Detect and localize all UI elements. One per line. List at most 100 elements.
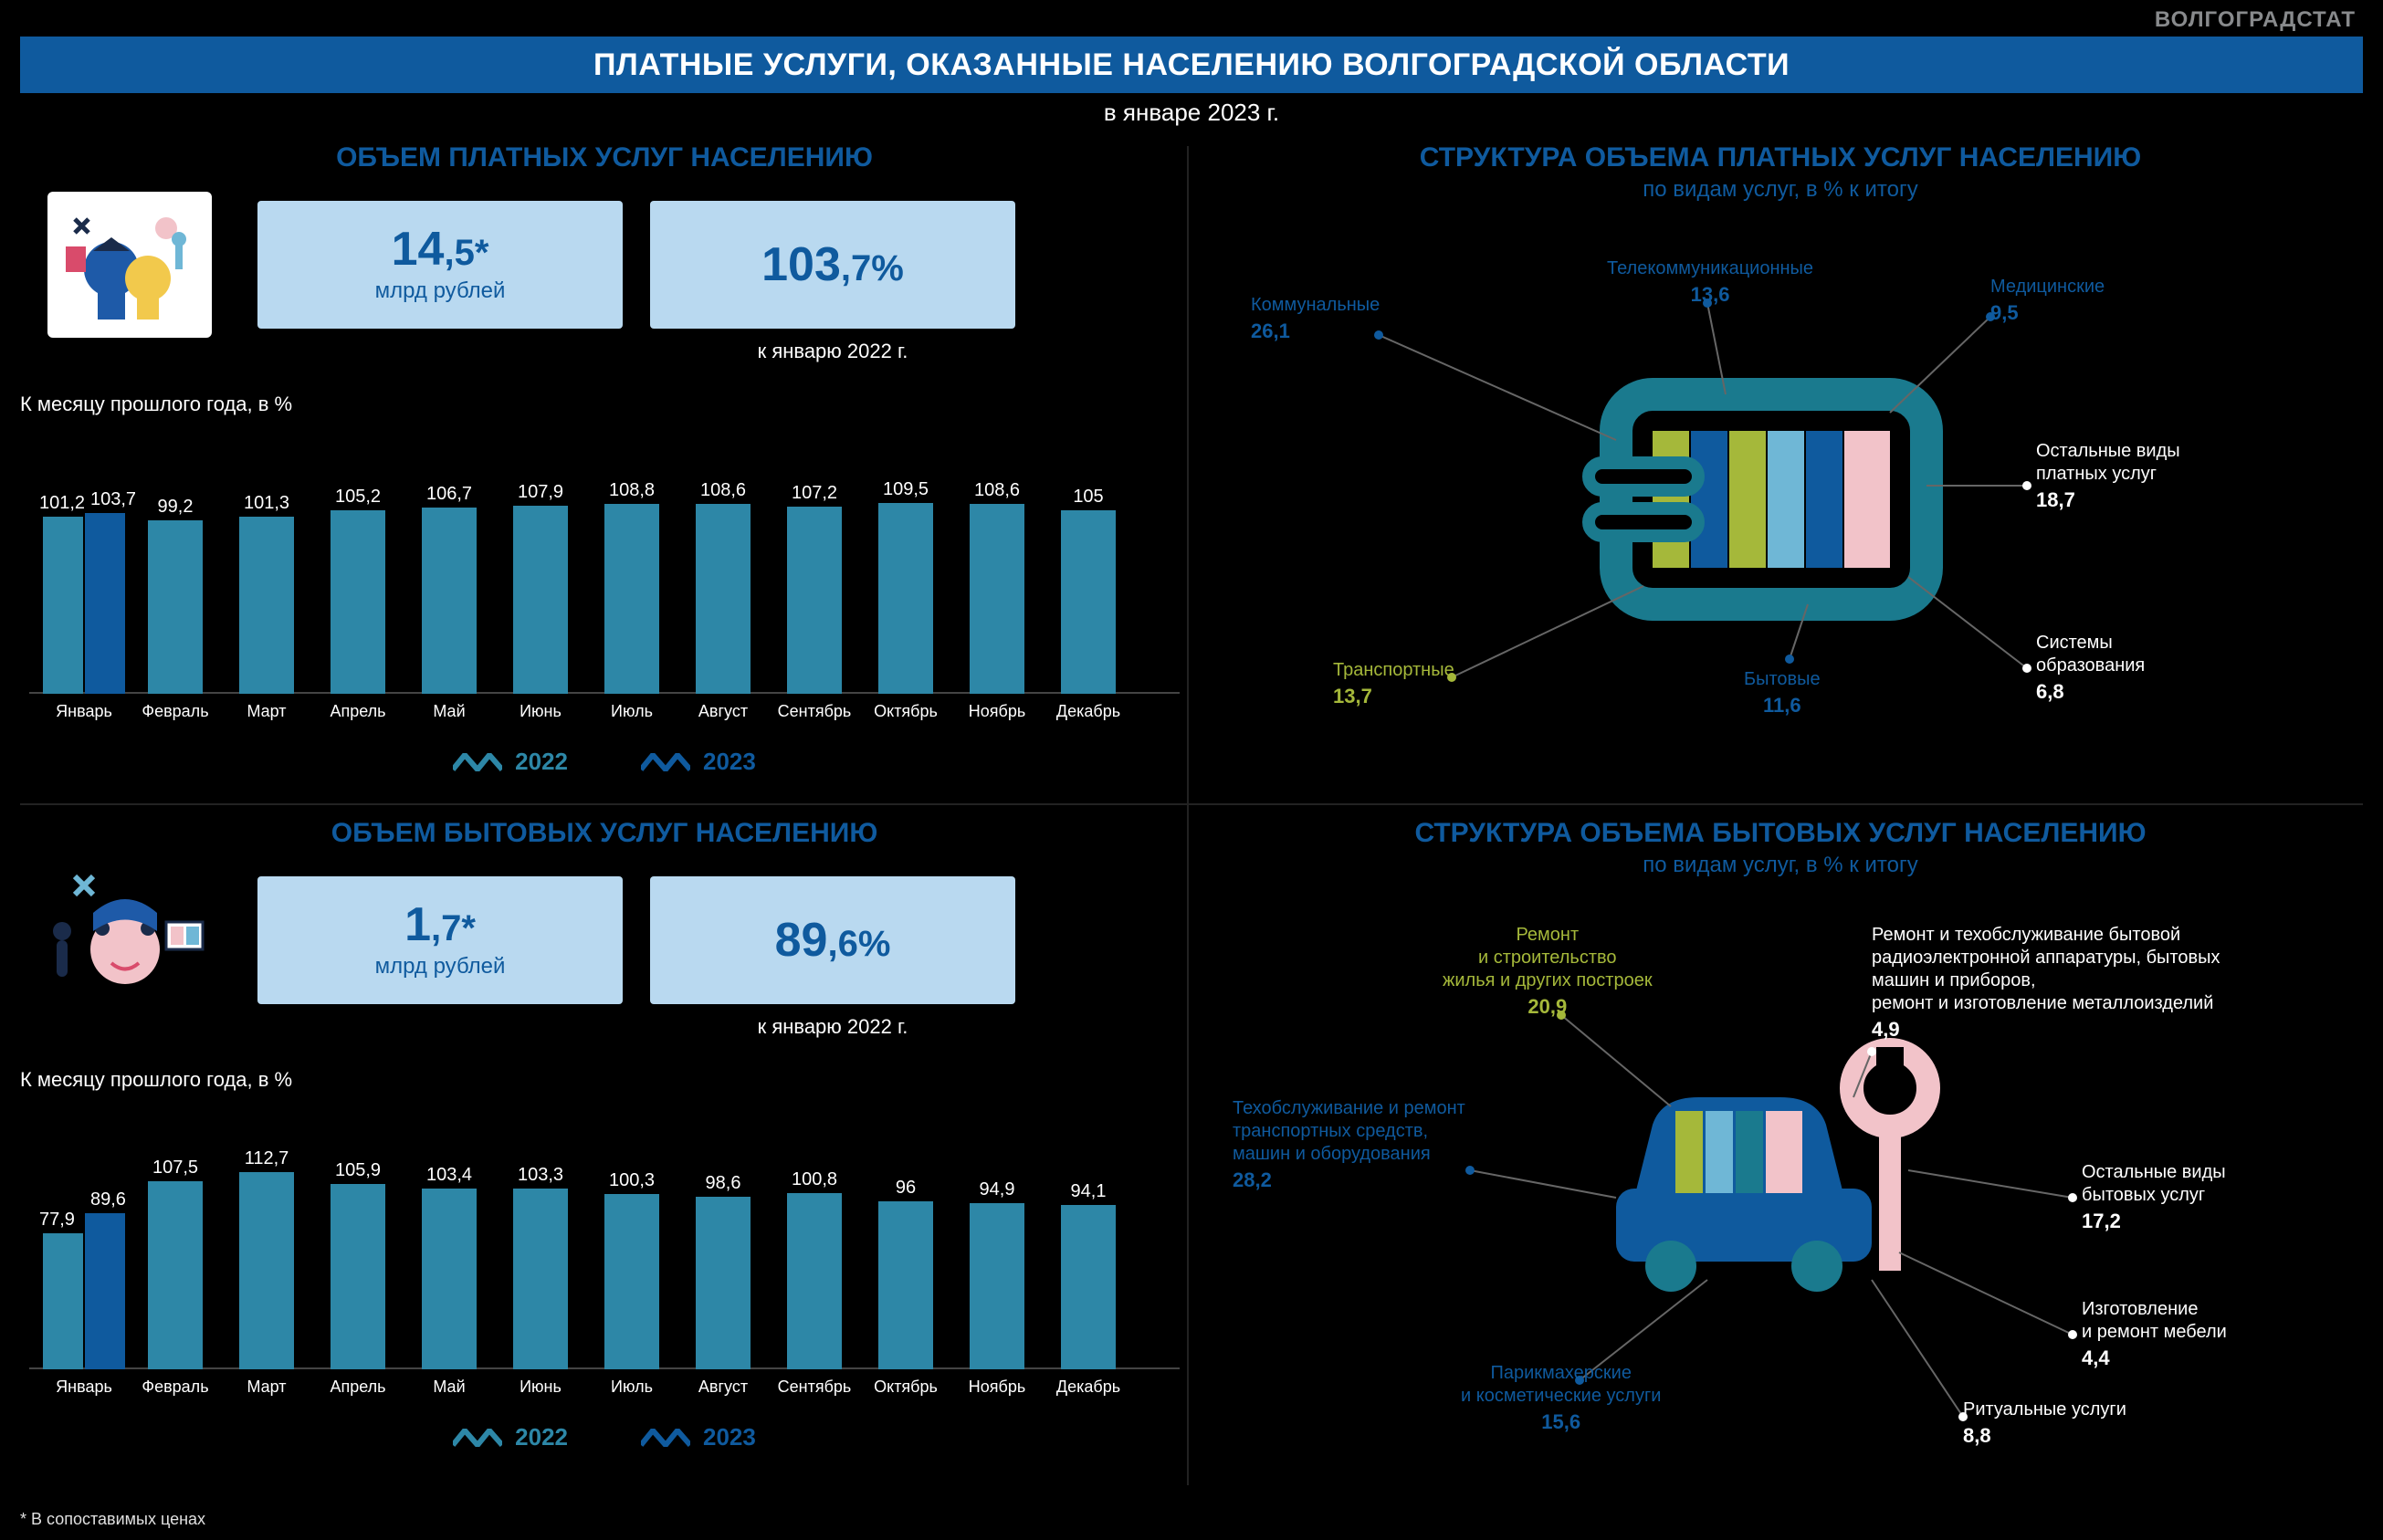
month-label: Август (677, 1378, 769, 1397)
month-label: Февраль (130, 702, 221, 721)
month-label: Январь (38, 702, 130, 721)
q4-subtitle: по видам услуг, в % к итогу (1196, 853, 2365, 878)
month-label: Январь (38, 1378, 130, 1397)
bar-group: 101,2103,7 (38, 513, 130, 694)
q4-pie: Ремонти строительствожилья и других пост… (1196, 887, 2365, 1472)
month-label: Октябрь (860, 1378, 951, 1397)
bar-group: 107,2 (769, 507, 860, 694)
month-label: Ноябрь (951, 1378, 1043, 1397)
q1-kpi1-main: 14 (392, 223, 445, 276)
bar-group: 107,9 (495, 506, 586, 694)
legend-2023-label: 2023 (703, 1423, 756, 1451)
segment-label: Бытовые11,6 (1744, 668, 1821, 718)
segment-label: Коммунальные26,1 (1251, 294, 1380, 344)
month-label: Март (221, 702, 312, 721)
source-label: ВОЛГОГРАДСТАТ (2155, 7, 2356, 33)
q1-kpi1-dec: ,5* (444, 233, 488, 273)
month-label: Ноябрь (951, 702, 1043, 721)
q3-kpi-pct: 89,6% к январю 2022 г. (650, 876, 1015, 1004)
month-label: Октябрь (860, 702, 951, 721)
month-label: Апрель (312, 702, 404, 721)
month-label: Февраль (130, 1378, 221, 1397)
q2-subtitle: по видам услуг, в % к итогу (1196, 177, 2365, 203)
q1-title: ОБЪЕМ ПЛАТНЫХ УСЛУГ НАСЕЛЕНИЮ (20, 142, 1189, 173)
bar-group: 94,9 (951, 1203, 1043, 1369)
q3-title: ОБЪЕМ БЫТОВЫХ УСЛУГ НАСЕЛЕНИЮ (20, 818, 1189, 849)
legend-2022: 2022 (453, 1423, 568, 1451)
bar-group: 107,5 (130, 1181, 221, 1369)
bar-group: 105,9 (312, 1184, 404, 1369)
q1-kpi2-main: 103 (761, 238, 841, 291)
q3-kpi2-dec: ,6% (827, 924, 890, 964)
q3-kpi1-main: 1 (404, 898, 431, 951)
services-icon (47, 192, 212, 338)
bar-group: 106,7 (404, 508, 495, 694)
legend-2023: 2023 (641, 1423, 756, 1451)
segment-label: Системыобразования6,8 (2036, 632, 2145, 705)
month-label: Сентябрь (769, 1378, 860, 1397)
bar-group: 94,1 (1043, 1205, 1134, 1369)
bar-group: 103,4 (404, 1189, 495, 1369)
month-label: Июль (586, 1378, 677, 1397)
q3-kpi1-dec: ,7* (431, 908, 476, 948)
month-label: Май (404, 1378, 495, 1397)
quadrant-household-volume: ОБЪЕМ БЫТОВЫХ УСЛУГ НАСЕЛЕНИЮ 1,7* млрд … (20, 812, 1189, 1470)
q3-kpi2-main: 89 (775, 914, 828, 967)
q1-kpi-value: 14,5* млрд рублей (257, 201, 623, 329)
segment-label: Изготовлениеи ремонт мебели4,4 (2082, 1298, 2227, 1371)
segment-label: Остальные видыбытовых услуг17,2 (2082, 1161, 2226, 1234)
segment-label: Ремонт и техобслуживание бытовойрадиоэле… (1872, 924, 2220, 1042)
bar-group: 77,989,6 (38, 1213, 130, 1369)
household-icon (47, 867, 212, 1013)
segment-label: Техобслуживание и ремонттранспортных сре… (1233, 1097, 1465, 1193)
segment-label: Телекоммуникационные13,6 (1607, 257, 1813, 308)
q3-kpi2-note: к январю 2022 г. (650, 1015, 1015, 1039)
month-label: Декабрь (1043, 702, 1134, 721)
month-label: Сентябрь (769, 702, 860, 721)
bar-group: 101,3 (221, 517, 312, 694)
segment-label: Парикмахерскиеи косметические услуги15,6 (1461, 1362, 1661, 1435)
month-label: Июнь (495, 1378, 586, 1397)
q1-kpi1-sub: млрд рублей (375, 278, 506, 304)
q2-pie: Коммунальные26,1 Телекоммуникационные13,6… (1196, 212, 2365, 796)
q1-axis-label: К месяцу прошлого года, в % (20, 393, 292, 416)
bar-group: 108,6 (677, 504, 769, 694)
footnote: * В сопоставимых ценах (20, 1510, 205, 1529)
q3-bar-chart: 77,989,6 Январь107,5 Февраль112,7 Март105,9… (29, 1141, 1180, 1397)
month-label: Март (221, 1378, 312, 1397)
month-label: Июнь (495, 702, 586, 721)
q3-kpi1-sub: млрд рублей (375, 954, 506, 980)
month-label: Май (404, 702, 495, 721)
q1-kpi2-dec: ,7% (841, 248, 904, 288)
q1-kpi2-note: к январю 2022 г. (650, 340, 1015, 363)
month-label: Июль (586, 702, 677, 721)
segment-label: Ремонти строительствожилья и других пост… (1443, 924, 1653, 1020)
bar-group: 103,3 (495, 1189, 586, 1369)
quadrant-paid-volume: ОБЪЕМ ПЛАТНЫХ УСЛУГ НАСЕЛЕНИЮ 14,5* млрд… (20, 137, 1189, 794)
title-bar: ПЛАТНЫЕ УСЛУГИ, ОКАЗАННЫЕ НАСЕЛЕНИЮ ВОЛГ… (20, 37, 2363, 93)
month-label: Апрель (312, 1378, 404, 1397)
legend-2022: 2022 (453, 748, 568, 776)
bar-group: 112,7 (221, 1172, 312, 1369)
divider-horizontal (20, 803, 2363, 805)
bar-group: 100,8 (769, 1193, 860, 1369)
month-label: Август (677, 702, 769, 721)
bar-group: 108,8 (586, 504, 677, 694)
bar-group: 105,2 (312, 510, 404, 694)
segment-label: Остальные видыплатных услуг18,7 (2036, 440, 2180, 513)
q1-legend: 2022 2023 (20, 748, 1189, 776)
legend-2022-label: 2022 (515, 1423, 568, 1451)
legend-2022-label: 2022 (515, 748, 568, 776)
bar-group: 99,2 (130, 520, 221, 694)
bar-group: 105 (1043, 510, 1134, 694)
page-subtitle: в январе 2023 г. (0, 99, 2383, 127)
quadrant-paid-structure: СТРУКТУРА ОБЪЕМА ПЛАТНЫХ УСЛУГ НАСЕЛЕНИЮ… (1196, 137, 2365, 794)
bar-group: 98,6 (677, 1197, 769, 1369)
bar-group: 108,6 (951, 504, 1043, 694)
q2-title: СТРУКТУРА ОБЪЕМА ПЛАТНЫХ УСЛУГ НАСЕЛЕНИЮ (1196, 142, 2365, 173)
q3-legend: 2022 2023 (20, 1423, 1189, 1451)
q3-axis-label: К месяцу прошлого года, в % (20, 1068, 292, 1092)
segment-label: Транспортные13,7 (1333, 659, 1454, 709)
month-label: Декабрь (1043, 1378, 1134, 1397)
legend-2023-label: 2023 (703, 748, 756, 776)
